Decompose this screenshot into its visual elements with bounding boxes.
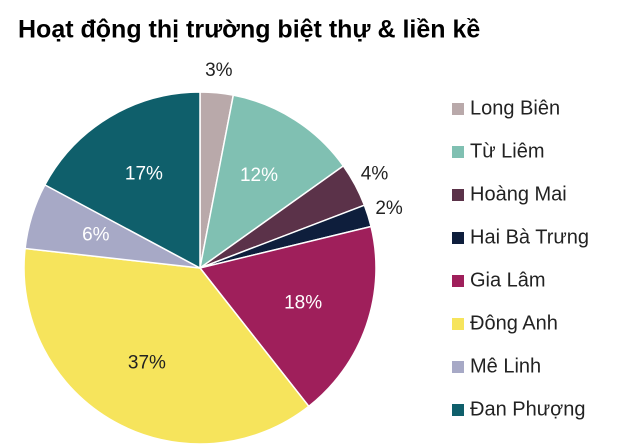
data-label: 12% [240, 165, 278, 186]
legend-swatch [452, 103, 464, 115]
chart-title: Hoạt động thị trường biệt thự & liền kề [18, 16, 480, 44]
legend-swatch [452, 361, 464, 373]
data-label: 6% [82, 225, 110, 246]
legend-label: Long Biên [470, 97, 560, 119]
legend-swatch [452, 404, 464, 416]
data-label: 4% [361, 164, 389, 185]
data-label: 17% [125, 163, 163, 184]
pie-slice [23, 247, 310, 445]
data-label: 3% [205, 60, 233, 81]
legend-label: Đan Phượng [470, 398, 585, 420]
data-label: 37% [128, 352, 166, 373]
legend-swatch [452, 232, 464, 244]
pie-slice [198, 94, 345, 270]
data-label: 18% [284, 293, 322, 314]
legend-swatch [452, 275, 464, 287]
pie-slice [43, 91, 201, 270]
legend-label: Mê Linh [470, 355, 541, 377]
data-label: 2% [375, 198, 403, 219]
legend-label: Từ Liêm [470, 140, 545, 162]
legend-label: Gia Lâm [470, 269, 546, 291]
legend-swatch [452, 318, 464, 330]
legend-swatch [452, 189, 464, 201]
legend-label: Hoàng Mai [470, 183, 567, 205]
legend-swatch [452, 146, 464, 158]
pie-slice [198, 225, 377, 408]
legend-label: Hai Bà Trưng [470, 226, 589, 248]
legend-label: Đông Anh [470, 312, 558, 334]
